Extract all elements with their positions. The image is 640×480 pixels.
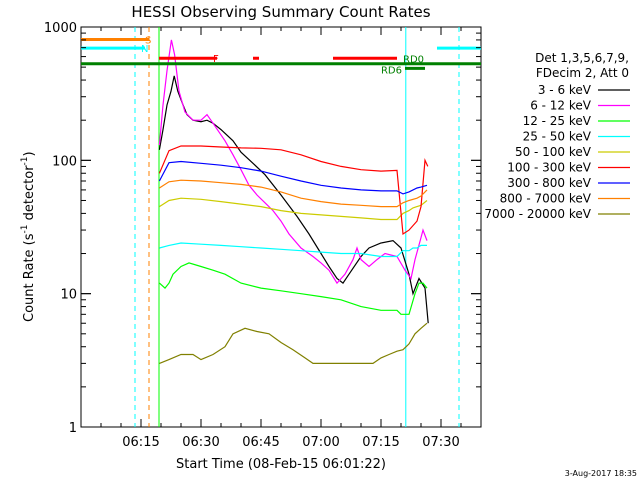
- y-label-part1: Count Rate (s: [22, 233, 37, 322]
- vertical-markers: [134, 27, 460, 427]
- series-line-100-300-kev: [158, 145, 429, 236]
- legend-label-12-25-kev: 12 - 25 keV: [523, 114, 592, 128]
- legend-label-6-12-kev: 6 - 12 keV: [530, 99, 592, 113]
- series-line-6-12-kev: [158, 39, 428, 285]
- y-label-sup1: -1: [20, 224, 30, 233]
- legend-label-300-800-kev: 300 - 800 keV: [507, 176, 591, 190]
- legend-label-800-7000-kev: 800 - 7000 keV: [500, 192, 592, 206]
- series-line-25-50-kev: [159, 242, 427, 258]
- legend-label-25-50-kev: 25 - 50 keV: [523, 130, 592, 144]
- series-line-12-25-kev: [159, 262, 428, 315]
- y-tick-label-1: 1: [69, 421, 77, 436]
- plot-frame: [80, 26, 482, 428]
- y-axis-label: Count Rate (s-1 detector-1): [20, 151, 37, 322]
- y-tick-label-10: 10: [60, 288, 77, 303]
- flag-label-n: N: [141, 44, 148, 55]
- y-tick-label-1000: 1000: [44, 21, 77, 36]
- x-tick-label-06-45: 06:45: [242, 435, 279, 450]
- y-label-sup2: -1: [20, 156, 30, 165]
- x-tick-label-06-30: 06:30: [182, 435, 219, 450]
- x-tick-label-07-30: 07:30: [422, 435, 459, 450]
- flag-label-rd6: RD6: [381, 65, 402, 76]
- legend-label-100-300-kev: 100 - 300 keV: [507, 161, 591, 175]
- x-axis-label: Start Time (08-Feb-15 06:01:22): [176, 457, 386, 472]
- y-label-part2: detector: [22, 165, 37, 225]
- chart-title: HESSI Observing Summary Count Rates: [131, 3, 430, 21]
- series-line-300-800-kev: [158, 160, 428, 195]
- flag-label-f: F: [213, 54, 219, 65]
- series-line-50-100-kev: [159, 197, 428, 221]
- y-axis-ticks: 1 10 100 1000: [44, 21, 481, 436]
- series-layer: [158, 39, 429, 364]
- x-axis-ticks: 06:15 06:30 06:45 07:00 07:15 07:30: [100, 27, 462, 450]
- legend-label-3-6-kev: 3 - 6 keV: [538, 83, 592, 97]
- footer-date: 3-Aug-2017 18:35: [565, 469, 637, 478]
- legend: Det 1,3,5,6,7,9, FDecim 2, Att 0 3 - 6 k…: [484, 51, 630, 221]
- legend-label-50-100-kev: 50 - 100 keV: [515, 145, 592, 159]
- y-tick-label-100: 100: [52, 154, 77, 169]
- x-tick-label-07-00: 07:00: [302, 435, 339, 450]
- flag-label-rd0: RD0: [403, 55, 424, 66]
- flag-label-s: S: [145, 36, 151, 47]
- x-tick-label-06-15: 06:15: [122, 435, 159, 450]
- x-tick-label-07-15: 07:15: [362, 435, 399, 450]
- series-line-800-7000-kev: [159, 179, 428, 208]
- legend-header-line2: FDecim 2, Att 0: [536, 66, 629, 80]
- legend-label-7000-20000-kev: 7000 - 20000 keV: [484, 207, 591, 221]
- series-line-7000-20000-kev: [159, 322, 428, 364]
- legend-header-line1: Det 1,3,5,6,7,9,: [535, 51, 629, 65]
- y-label-part3: ): [22, 151, 37, 156]
